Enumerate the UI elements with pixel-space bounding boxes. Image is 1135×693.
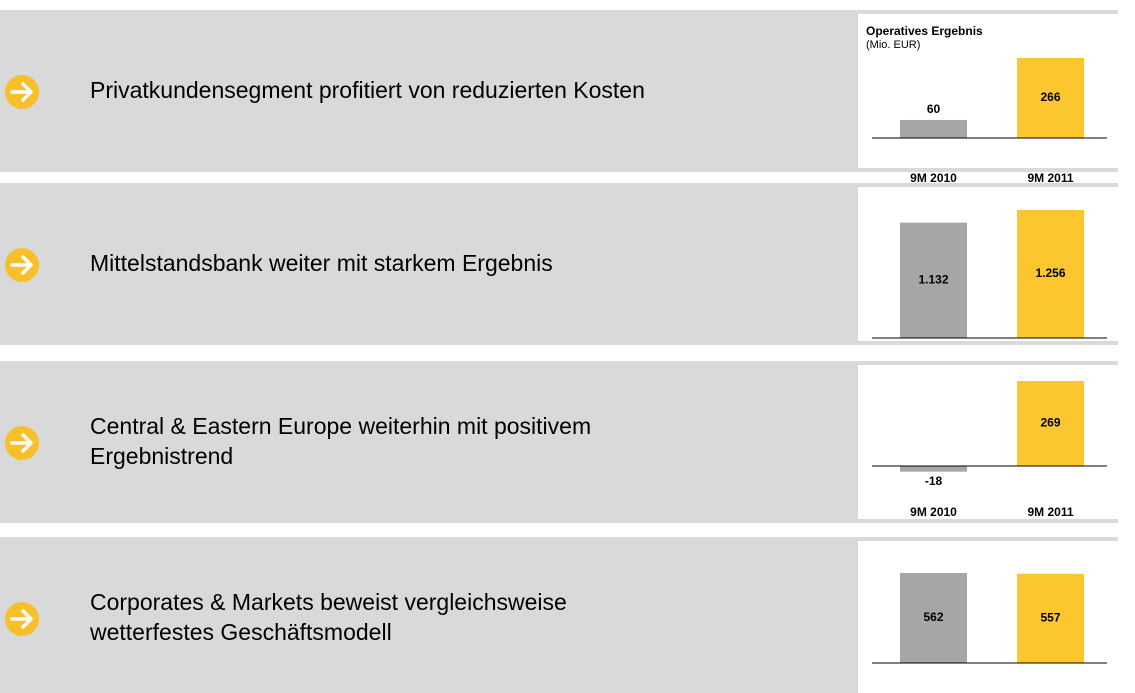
value-label: 269 <box>1040 416 1060 430</box>
arrow-icon <box>10 433 33 453</box>
headline: Ergebnistrend <box>90 443 233 469</box>
value-label: 60 <box>927 102 941 116</box>
value-label: 1.132 <box>918 272 948 286</box>
bar <box>900 119 967 138</box>
value-label: 557 <box>1040 611 1060 625</box>
x-tick-label: 9M 2011 <box>1027 171 1073 185</box>
arrow-icon <box>10 609 33 629</box>
bar <box>1017 573 1084 663</box>
bar <box>1017 210 1084 338</box>
headline: Mittelstandsbank weiter mit starkem Erge… <box>90 250 553 276</box>
x-tick-label: 9M 2011 <box>1027 505 1073 519</box>
arrow-icon <box>10 82 33 102</box>
bar <box>1017 58 1084 138</box>
headline: Central & Eastern Europe weiterhin mit p… <box>90 413 591 439</box>
value-label: 562 <box>923 610 943 624</box>
headline: Privatkundensegment profitiert von reduz… <box>90 77 645 103</box>
x-tick-label: 9M 2010 <box>910 505 957 519</box>
bar <box>900 222 967 338</box>
arrow-icon <box>10 255 33 275</box>
headline: Corporates & Markets beweist vergleichsw… <box>90 589 567 615</box>
value-label: 266 <box>1040 90 1060 104</box>
value-label: -18 <box>925 474 943 488</box>
value-label: 1.256 <box>1035 266 1065 280</box>
x-tick-label: 9M 2010 <box>910 171 957 185</box>
chart-title: Operatives Ergebnis <box>866 24 983 38</box>
bar <box>900 573 967 663</box>
bar <box>1017 381 1084 466</box>
chart-subtitle: (Mio. EUR) <box>866 39 920 51</box>
headline: wetterfestes Geschäftsmodell <box>89 619 392 645</box>
bar <box>900 466 967 472</box>
